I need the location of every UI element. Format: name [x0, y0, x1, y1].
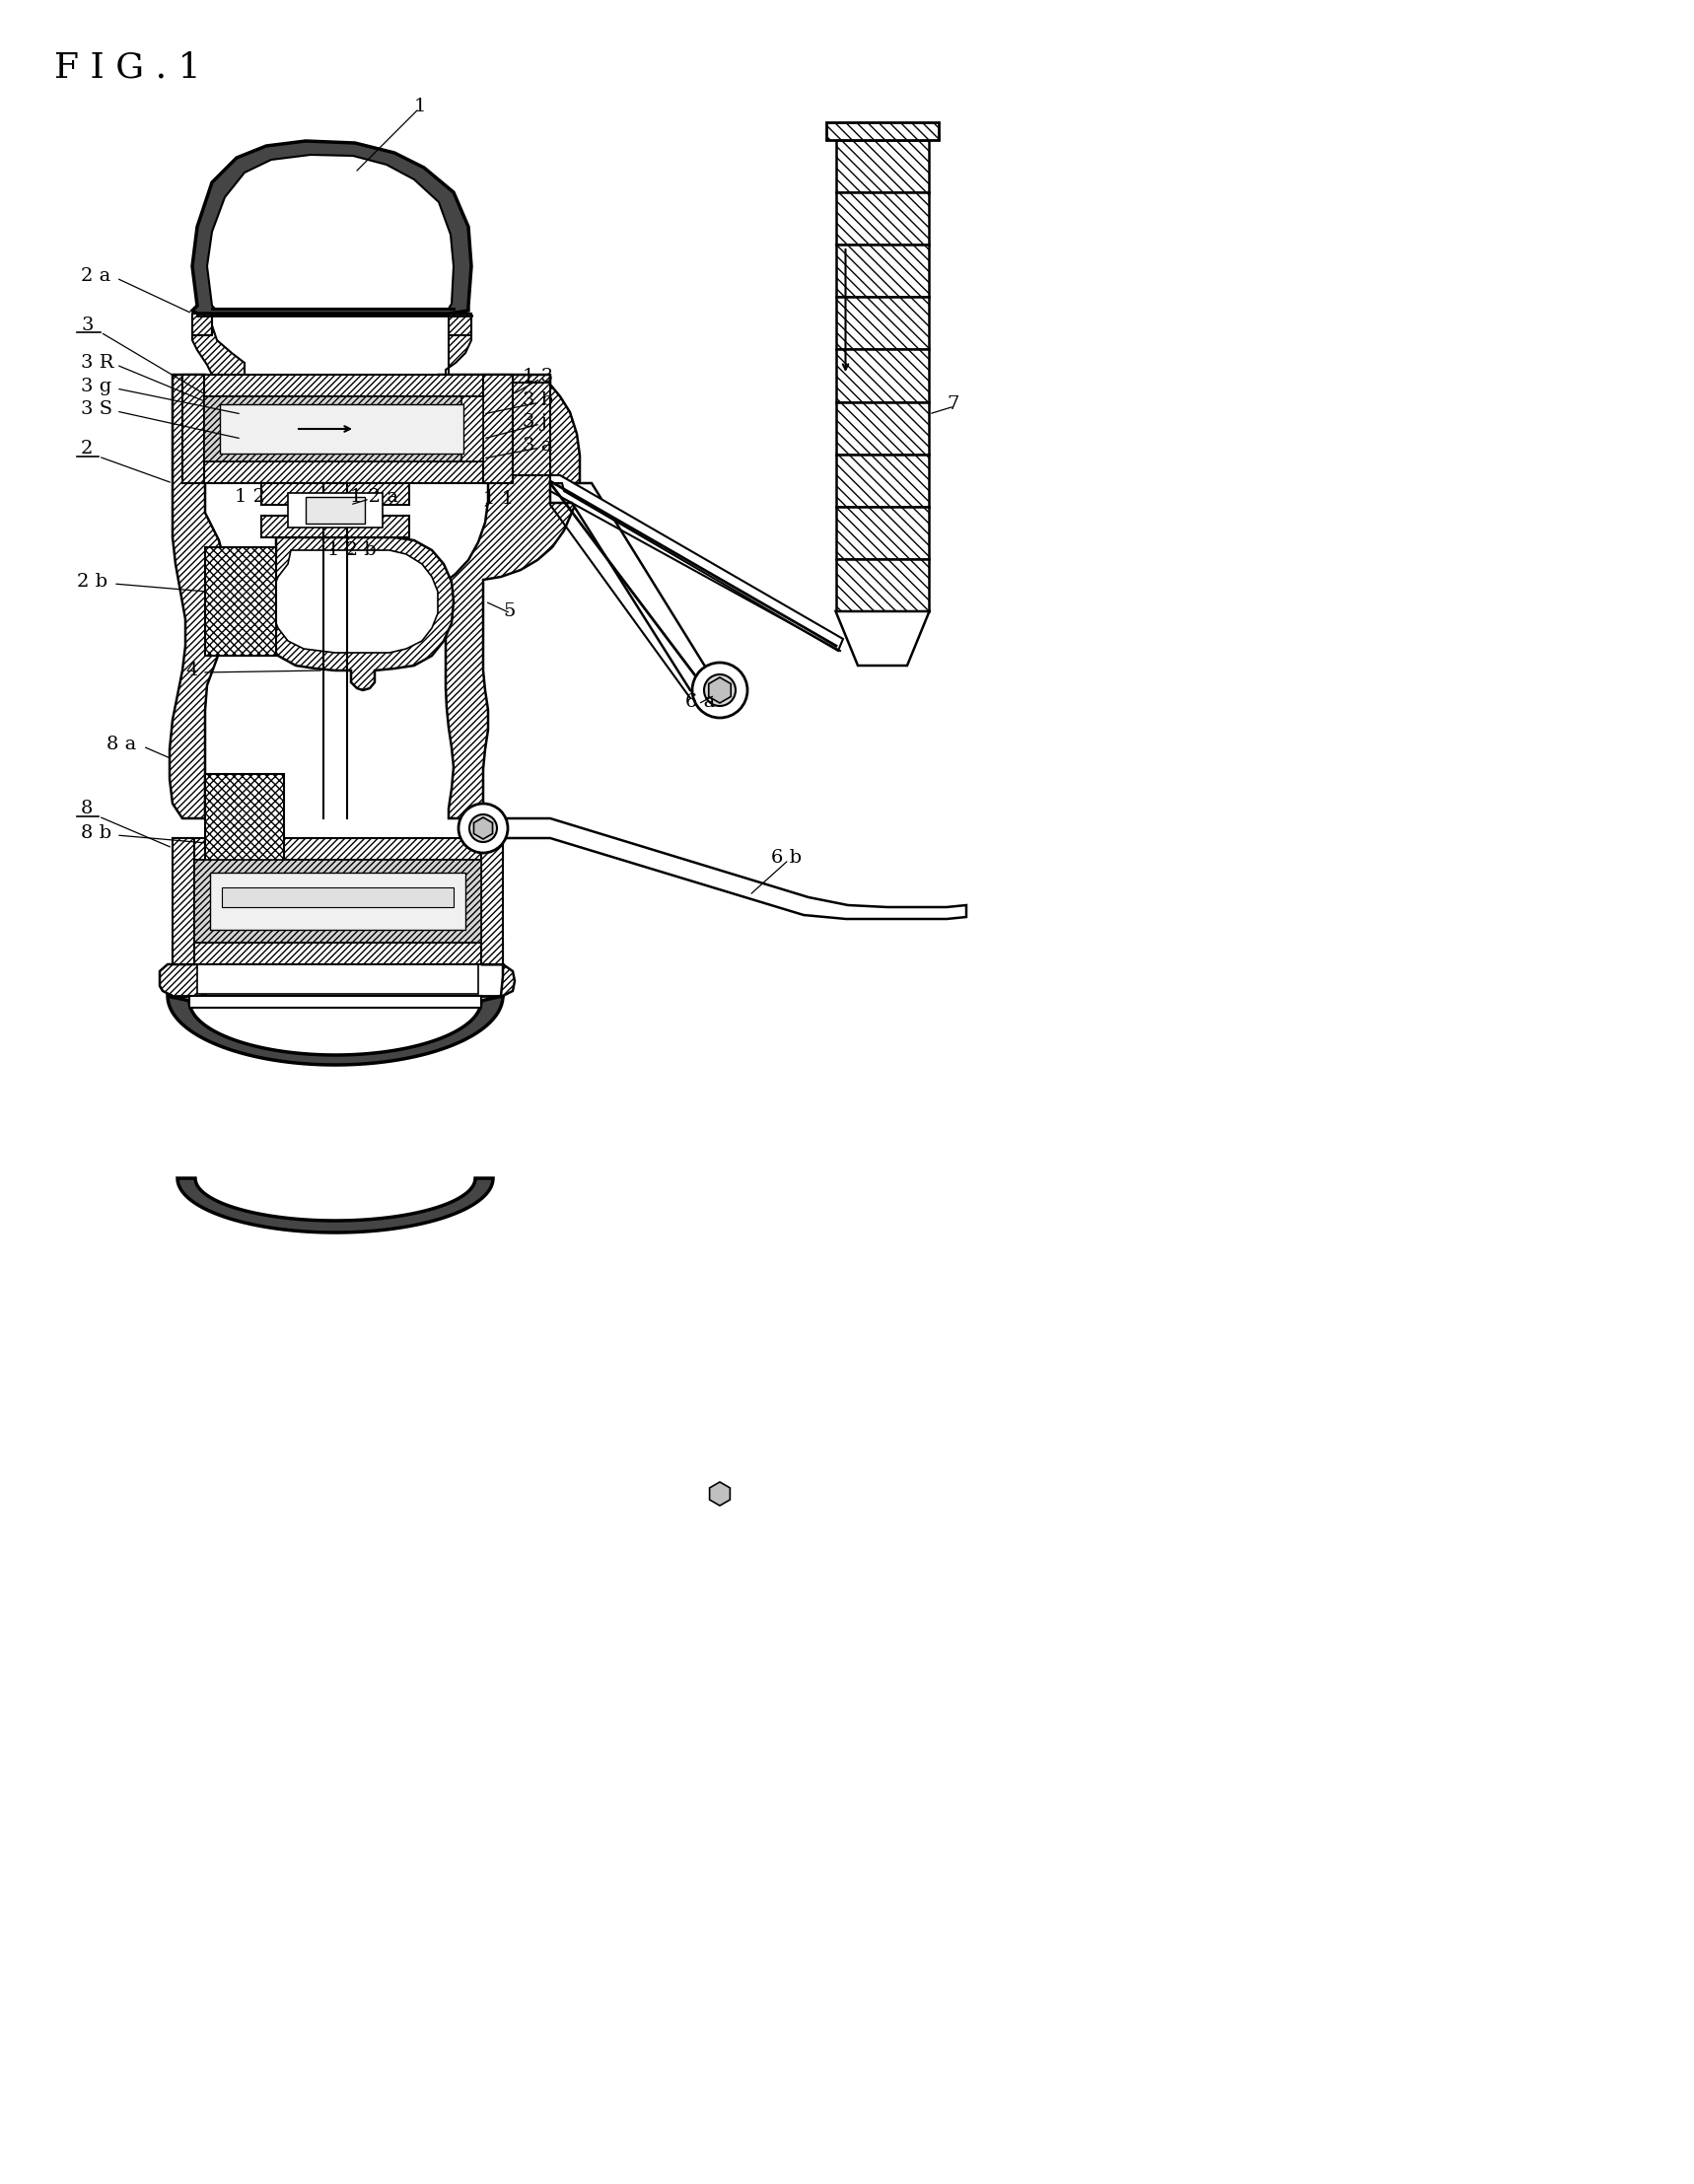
- Text: 1 3: 1 3: [522, 367, 554, 387]
- Polygon shape: [220, 404, 464, 454]
- Polygon shape: [205, 548, 276, 655]
- Text: 8 a: 8 a: [107, 736, 136, 753]
- Polygon shape: [173, 943, 503, 965]
- Text: 3 S: 3 S: [81, 400, 112, 417]
- Polygon shape: [481, 839, 503, 965]
- Text: 1 2 b: 1 2 b: [327, 542, 376, 559]
- Text: 8 b: 8 b: [81, 823, 112, 843]
- Polygon shape: [835, 612, 930, 666]
- Polygon shape: [288, 494, 383, 529]
- Text: 1: 1: [413, 98, 427, 116]
- Text: 2 b: 2 b: [76, 572, 108, 590]
- Polygon shape: [483, 376, 513, 483]
- Text: 8: 8: [81, 799, 93, 817]
- Polygon shape: [168, 996, 503, 1066]
- Polygon shape: [825, 122, 938, 140]
- Polygon shape: [835, 297, 930, 349]
- Polygon shape: [835, 559, 930, 612]
- Text: 1 1: 1 1: [483, 489, 513, 509]
- Text: 5: 5: [503, 603, 515, 620]
- Text: 2: 2: [81, 439, 93, 456]
- Polygon shape: [483, 819, 966, 919]
- Text: 7: 7: [947, 395, 959, 413]
- Circle shape: [459, 804, 508, 854]
- Text: 3 j: 3 j: [522, 413, 547, 430]
- Polygon shape: [210, 874, 466, 930]
- Polygon shape: [183, 461, 513, 483]
- Text: 1 2 a: 1 2 a: [351, 487, 398, 507]
- Text: 3: 3: [81, 317, 93, 334]
- Polygon shape: [708, 677, 730, 703]
- Text: 3 b: 3 b: [522, 391, 554, 408]
- Text: F I G . 1: F I G . 1: [54, 50, 202, 83]
- Polygon shape: [835, 349, 930, 402]
- Polygon shape: [183, 376, 513, 395]
- Text: 2 a: 2 a: [81, 266, 110, 284]
- Polygon shape: [261, 483, 410, 505]
- Text: 1 2: 1 2: [235, 487, 266, 507]
- Text: 3 R: 3 R: [81, 354, 113, 371]
- Polygon shape: [710, 1483, 730, 1505]
- Polygon shape: [261, 515, 410, 537]
- Polygon shape: [481, 965, 515, 996]
- Text: 6 a: 6 a: [686, 692, 715, 712]
- Circle shape: [469, 815, 496, 843]
- Polygon shape: [439, 376, 579, 819]
- Polygon shape: [203, 395, 483, 461]
- Polygon shape: [551, 483, 720, 701]
- Circle shape: [705, 675, 735, 705]
- Polygon shape: [173, 839, 195, 965]
- Polygon shape: [197, 965, 478, 994]
- Polygon shape: [513, 382, 551, 476]
- Polygon shape: [222, 887, 454, 906]
- Text: 3 g: 3 g: [81, 378, 112, 395]
- Polygon shape: [169, 376, 229, 819]
- Polygon shape: [195, 860, 481, 943]
- Polygon shape: [835, 454, 930, 507]
- Polygon shape: [190, 996, 481, 1007]
- Polygon shape: [273, 550, 437, 653]
- Polygon shape: [305, 498, 364, 524]
- Polygon shape: [205, 773, 285, 878]
- Polygon shape: [835, 402, 930, 454]
- Polygon shape: [474, 817, 493, 839]
- Polygon shape: [835, 192, 930, 245]
- Polygon shape: [183, 376, 203, 483]
- Polygon shape: [461, 395, 483, 461]
- Text: 4: 4: [185, 662, 198, 679]
- Polygon shape: [173, 839, 503, 860]
- Polygon shape: [446, 334, 471, 380]
- Polygon shape: [178, 1179, 493, 1232]
- Text: 6 b: 6 b: [771, 850, 801, 867]
- Polygon shape: [835, 245, 930, 297]
- Polygon shape: [256, 537, 454, 690]
- Polygon shape: [551, 476, 844, 651]
- Text: 3 a: 3 a: [522, 437, 552, 454]
- Polygon shape: [193, 142, 471, 314]
- Polygon shape: [835, 507, 930, 559]
- Polygon shape: [193, 314, 212, 334]
- Polygon shape: [193, 325, 244, 376]
- Polygon shape: [207, 155, 454, 308]
- Polygon shape: [159, 965, 207, 998]
- Polygon shape: [449, 314, 471, 334]
- Circle shape: [693, 662, 747, 719]
- Polygon shape: [835, 140, 930, 192]
